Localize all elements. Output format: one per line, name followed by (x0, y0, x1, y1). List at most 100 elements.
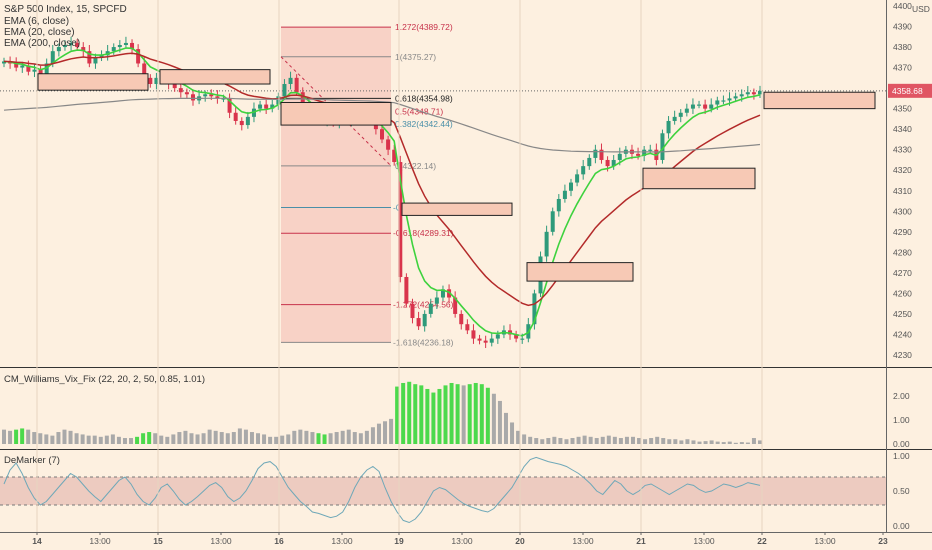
candle-body (666, 120, 671, 134)
candle-body (440, 289, 445, 298)
candle-body (550, 211, 555, 232)
candle-body (745, 92, 750, 95)
vix-bar (110, 434, 115, 444)
candle-body (678, 112, 683, 117)
vix-bar (280, 435, 285, 444)
vix-bar (256, 433, 261, 444)
vix-bar (576, 436, 581, 444)
vix-bar (425, 388, 430, 444)
candle-body (648, 149, 653, 151)
candle-body (733, 96, 738, 99)
candle-body (264, 104, 269, 109)
vix-bar (570, 438, 575, 444)
vix-bar (352, 432, 357, 444)
vix-bar (304, 430, 309, 444)
vix-bar (322, 434, 327, 444)
vix-bar (231, 432, 236, 444)
vix-bar (540, 439, 545, 444)
vix-bar (56, 432, 61, 444)
candle-body (209, 94, 214, 97)
price-tick-label: 4330 (893, 145, 912, 155)
price-tick-label: 4390 (893, 22, 912, 32)
candle-body (14, 63, 19, 68)
vix-bar (370, 427, 375, 444)
fib-level-label: -1.272(4254.56) (393, 300, 454, 310)
candle-body (556, 198, 561, 212)
price-tick-label: 4400 (893, 1, 912, 11)
vix-bar (437, 388, 442, 444)
price-tick-label: 4380 (893, 42, 912, 52)
candle-body (599, 149, 604, 160)
vix-bar (582, 435, 587, 444)
vix-bar (522, 434, 527, 444)
vix-bar (649, 438, 654, 444)
price-tick-label: 4290 (893, 227, 912, 237)
candle-body (32, 69, 37, 72)
vix-bar (292, 430, 297, 444)
vix-bar (50, 435, 55, 444)
candle-body (380, 129, 384, 140)
candle-body (416, 318, 421, 327)
vix-bar (528, 436, 533, 444)
candle-body (191, 94, 195, 101)
candle-body (288, 77, 293, 85)
candle-body (130, 42, 135, 50)
time-tick-label: 13:00 (572, 536, 594, 546)
vix-bar (207, 429, 212, 444)
fib-trend-line (280, 56, 392, 167)
vix-bar (237, 428, 242, 444)
vix-bar (98, 436, 103, 444)
candle-body (69, 42, 74, 46)
price-tick-label: 4260 (893, 288, 912, 298)
candle-body (697, 104, 702, 106)
candle-body (203, 94, 208, 97)
vix-tick-label: 0.00 (893, 439, 910, 449)
vix-bar (171, 434, 176, 444)
demarker-tick-label: 0.00 (893, 521, 910, 531)
vix-bar (104, 435, 109, 444)
candle-body (489, 338, 494, 343)
price-tick-label: 4370 (893, 63, 912, 73)
vix-bar (141, 433, 146, 444)
vix-bar (316, 433, 321, 444)
candle-body (709, 104, 714, 109)
vix-bar (751, 438, 756, 444)
time-tick-label: 21 (636, 536, 646, 546)
vix-bar (358, 433, 363, 444)
vix-bar (745, 442, 750, 444)
vix-bar (546, 438, 551, 444)
vix-bar (153, 433, 158, 444)
candle-body (471, 330, 476, 339)
vix-tick-label: 1.00 (893, 415, 910, 425)
vix-bar (159, 435, 164, 444)
candle-body (605, 159, 610, 167)
demarker-pane-title: DeMarker (7) (4, 455, 60, 466)
candle-body (221, 98, 226, 100)
vix-bar (661, 438, 666, 444)
vix-bar (491, 393, 496, 444)
candle-body (93, 57, 98, 64)
candle-body (233, 112, 238, 121)
vix-bar (679, 440, 684, 444)
vix-bar (534, 438, 539, 444)
candle-body (154, 77, 159, 85)
candle-body (642, 149, 647, 156)
candle-body (386, 139, 391, 150)
vix-bar (401, 382, 406, 444)
vix-bar (183, 430, 188, 444)
price-tick-label: 4340 (893, 124, 912, 134)
time-tick-label: 15 (153, 536, 163, 546)
candle-body (495, 334, 500, 339)
vix-bar (328, 433, 333, 444)
candle-body (282, 84, 287, 97)
price-tick-label: 4300 (893, 206, 912, 216)
vix-bar (443, 385, 448, 444)
vix-bar (558, 438, 563, 444)
vix-bar (673, 439, 678, 444)
vix-bar (26, 429, 31, 444)
price-tick-label: 4240 (893, 329, 912, 339)
candle-body (117, 45, 122, 48)
vix-bar (637, 438, 642, 444)
vix-bar (407, 381, 412, 444)
